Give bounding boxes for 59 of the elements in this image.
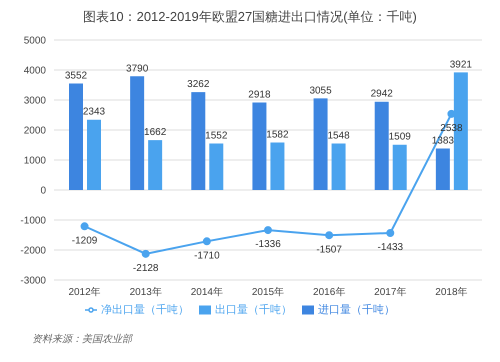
y-tick-label: -2000 bbox=[20, 246, 46, 257]
bar bbox=[191, 92, 206, 190]
data-label: -1433 bbox=[377, 242, 404, 254]
data-label: 1548 bbox=[327, 130, 350, 142]
bar bbox=[87, 120, 101, 190]
point bbox=[264, 226, 272, 234]
data-label: 3262 bbox=[187, 79, 210, 90]
bar bbox=[130, 76, 144, 190]
data-label: -1507 bbox=[316, 244, 342, 256]
data-label: -1710 bbox=[194, 250, 220, 262]
y-tick-label: -3000 bbox=[20, 276, 46, 287]
y-tick-label: 3000 bbox=[24, 96, 46, 107]
legend-label: 进口量（千吨） bbox=[318, 304, 395, 316]
data-label: 3921 bbox=[450, 59, 472, 70]
text: 资料来源：美国农业部 bbox=[32, 332, 134, 346]
x-tick-label: 2014年 bbox=[190, 286, 223, 298]
bar bbox=[69, 83, 83, 190]
point bbox=[202, 237, 211, 246]
point bbox=[386, 228, 394, 237]
x-tick-label: 2018年 bbox=[435, 286, 468, 298]
bar bbox=[392, 144, 407, 190]
bar bbox=[314, 98, 328, 190]
data-label: -1209 bbox=[72, 235, 98, 246]
chart-title: 图表10：2012-2019年欧盟27国糖进出口情况(单位：千吨) bbox=[82, 8, 418, 26]
bar bbox=[209, 143, 224, 190]
data-label: 2942 bbox=[370, 88, 394, 100]
bar bbox=[148, 140, 162, 190]
y-tick-label: 4000 bbox=[24, 66, 46, 77]
legend-label: 净出口量（千吨） bbox=[101, 304, 189, 316]
data-label: 1509 bbox=[388, 132, 412, 143]
y-tick-label: -1000 bbox=[20, 216, 46, 227]
bar bbox=[436, 148, 450, 190]
data-label: 3552 bbox=[64, 70, 88, 82]
data-label: 2343 bbox=[82, 106, 106, 118]
point bbox=[80, 222, 89, 230]
point bbox=[325, 231, 334, 240]
data-label: -1336 bbox=[255, 239, 282, 250]
x-tick-label: 2012年 bbox=[68, 286, 101, 298]
x-tick-label: 2015年 bbox=[252, 286, 284, 298]
x-tick-label: 2016年 bbox=[313, 286, 346, 298]
data-label: 2918 bbox=[248, 89, 271, 100]
bar bbox=[252, 102, 266, 190]
bar bbox=[374, 102, 389, 190]
y-tick-label: 2000 bbox=[24, 126, 46, 137]
legend-label: 出口量（千吨） bbox=[215, 304, 292, 316]
bar bbox=[270, 142, 284, 190]
bar bbox=[332, 144, 346, 190]
y-tick-label: 0 bbox=[40, 186, 46, 197]
y-tick-label: 5000 bbox=[24, 36, 46, 47]
data-label: 3790 bbox=[126, 63, 149, 74]
data-label: -2128 bbox=[132, 262, 159, 274]
data-label: 1662 bbox=[144, 127, 167, 138]
point bbox=[142, 250, 150, 258]
x-tick-label: 2017年 bbox=[374, 286, 406, 298]
data-label: 3055 bbox=[309, 85, 332, 96]
data-label: 1582 bbox=[266, 130, 289, 141]
data-label: 1552 bbox=[205, 130, 228, 142]
y-tick-label: 1000 bbox=[24, 156, 46, 167]
x-tick-label: 2013年 bbox=[130, 286, 162, 298]
